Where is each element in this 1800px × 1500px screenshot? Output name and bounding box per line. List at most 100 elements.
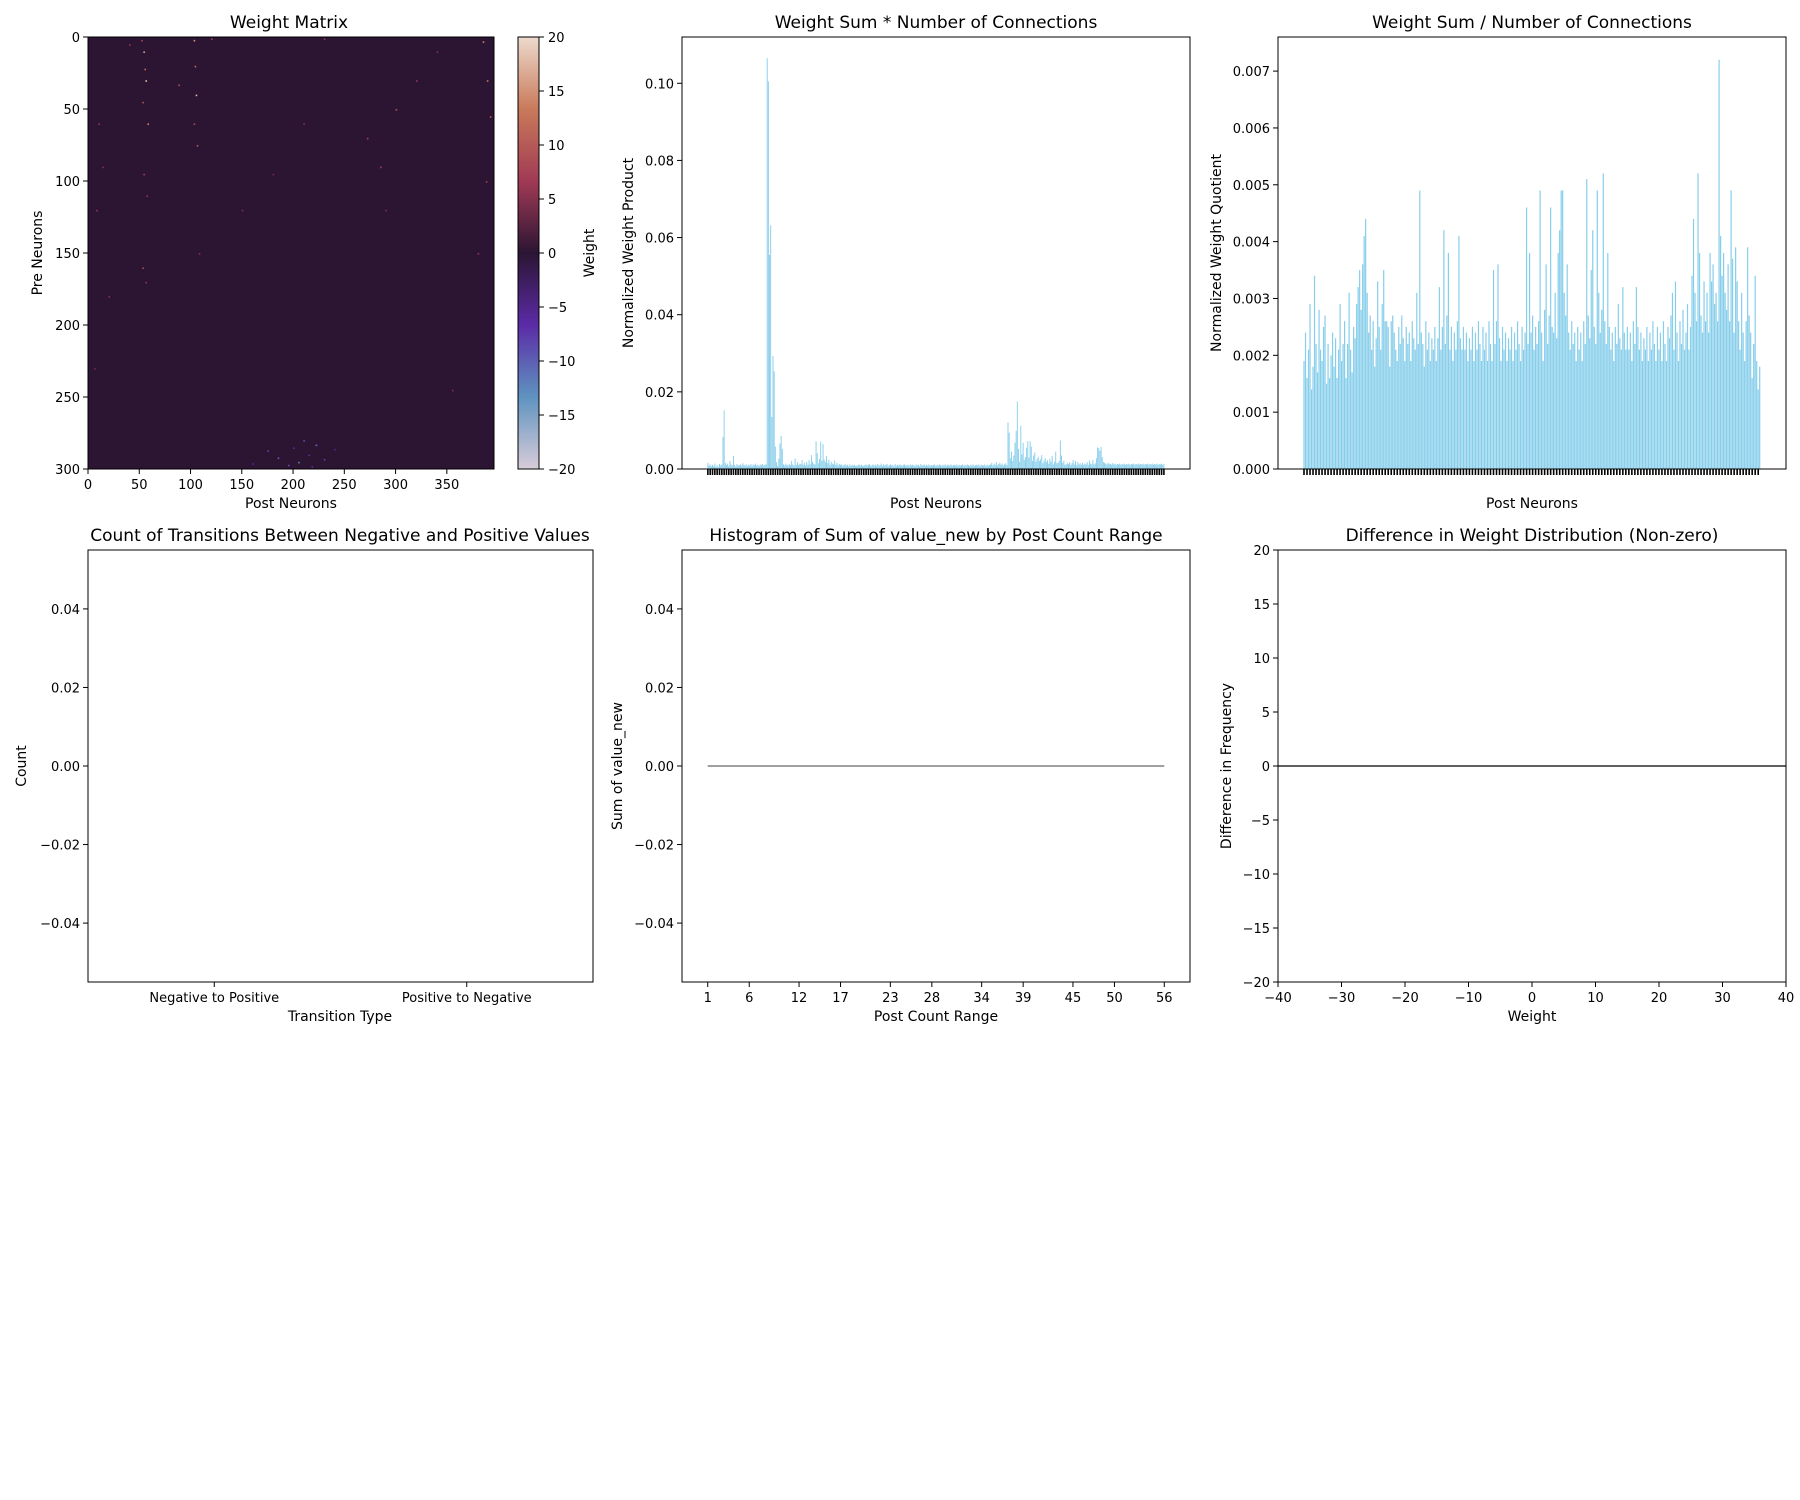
weight-quotient-bar bbox=[1450, 326, 1452, 469]
weight-product-bar bbox=[809, 464, 811, 469]
weight-quotient-bar bbox=[1304, 332, 1307, 469]
post-count-histogram-y-tick-label: 0.04 bbox=[645, 603, 674, 618]
weight-product-bar bbox=[1008, 432, 1010, 469]
weight-product-bar bbox=[1077, 462, 1079, 469]
weight-product-bar bbox=[831, 463, 833, 469]
post-count-histogram-x-tick-label: 39 bbox=[1015, 991, 1032, 1006]
weight-product-bar bbox=[1041, 455, 1043, 469]
weight-product-bar bbox=[971, 465, 973, 469]
weight-quotient-bar bbox=[1634, 343, 1636, 469]
weight-quotient-bar bbox=[1673, 349, 1675, 469]
weight-quotient-bar bbox=[1662, 321, 1665, 469]
weight-quotient-bar bbox=[1455, 349, 1457, 469]
weight-product-bar bbox=[755, 463, 757, 469]
weight-quotient-bar bbox=[1619, 338, 1621, 469]
weight-quotient-bar bbox=[1629, 332, 1631, 469]
weight-quotient-bar bbox=[1715, 292, 1717, 469]
weight-product-bar bbox=[828, 459, 830, 469]
weight-quotient-panel: Weight Sum / Number of Connections 0.000… bbox=[1209, 13, 1787, 512]
weight-product-bar bbox=[972, 464, 974, 469]
heatmap-cell bbox=[145, 281, 148, 284]
weight-product-bar bbox=[923, 464, 925, 469]
transition-count-y-ticks: −0.04 −0.02 0.00 0.02 0.04 bbox=[40, 603, 88, 932]
weight-quotient-bar bbox=[1539, 190, 1541, 469]
weight-product-bar bbox=[1149, 463, 1151, 469]
heatmap-cell bbox=[395, 109, 398, 111]
weight-quotient-bar bbox=[1340, 361, 1343, 469]
weight-quotient-y-tick-label: 0.003 bbox=[1233, 292, 1270, 307]
weight-product-bar bbox=[1023, 459, 1025, 469]
weight-product-bar bbox=[746, 466, 748, 469]
weight-quotient-bar bbox=[1310, 389, 1313, 469]
weight-quotient-bar bbox=[1417, 343, 1419, 469]
weight-product-bar bbox=[808, 460, 810, 469]
weight-product-bar bbox=[1068, 463, 1069, 469]
post-count-histogram-y-tick-label: 0.02 bbox=[645, 681, 674, 696]
weight-quotient-bar bbox=[1359, 270, 1361, 469]
heatmap-cell bbox=[129, 44, 131, 46]
weight-product-bar bbox=[1080, 464, 1082, 469]
weight-quotient-bar bbox=[1411, 321, 1413, 469]
weight-product-bar bbox=[922, 465, 924, 469]
weight-quotient-bar bbox=[1565, 315, 1567, 469]
weight-product-bar bbox=[826, 456, 827, 469]
weight-product-y-tick-label: 0.08 bbox=[645, 154, 674, 169]
weight-quotient-bar bbox=[1656, 326, 1659, 469]
weight-quotient-bar bbox=[1577, 326, 1579, 469]
weight-product-bar bbox=[1075, 460, 1076, 469]
heatmap-cell bbox=[141, 39, 143, 42]
weight-product-bar bbox=[766, 58, 768, 469]
weight-quotient-bar bbox=[1416, 292, 1418, 469]
weight-quotient-bar bbox=[1556, 338, 1558, 469]
weight-quotient-bar bbox=[1676, 332, 1678, 469]
weight-product-bar bbox=[788, 463, 790, 469]
weight-product-bar bbox=[891, 465, 893, 469]
post-count-histogram-x-tick-label: 34 bbox=[973, 991, 990, 1006]
weight-product-bar bbox=[1044, 458, 1046, 469]
weight-product-bar bbox=[974, 465, 976, 469]
heatmap-x-tick-label: 50 bbox=[131, 478, 148, 493]
weight-product-bar bbox=[1036, 458, 1038, 469]
post-count-histogram-y-ticks: −0.04 −0.02 0.00 0.02 0.04 bbox=[634, 603, 682, 932]
weight-quotient-bar bbox=[1713, 304, 1716, 469]
weight-product-bar bbox=[799, 463, 801, 469]
weight-product-bar bbox=[1006, 465, 1008, 469]
weight-product-bar bbox=[1121, 463, 1123, 469]
weight-product-bar bbox=[1084, 463, 1086, 469]
post-count-histogram-title: Histogram of Sum of value_new by Post Co… bbox=[709, 526, 1162, 546]
weight-quotient-bar bbox=[1522, 349, 1525, 469]
weight-product-bar bbox=[888, 465, 890, 469]
weight-product-bar bbox=[1152, 464, 1154, 469]
weight-product-bar bbox=[998, 463, 1000, 469]
weight-quotient-bar bbox=[1644, 349, 1646, 469]
weight-quotient-bar bbox=[1524, 332, 1526, 469]
weight-quotient-bar bbox=[1325, 383, 1328, 469]
weight-quotient-bar bbox=[1527, 343, 1529, 469]
weight-product-bar bbox=[890, 464, 891, 469]
weight-product-bar bbox=[899, 464, 901, 469]
weight-product-bar bbox=[1145, 464, 1147, 469]
weight-distribution-difference-x-tick-label: −30 bbox=[1328, 991, 1355, 1006]
weight-product-bar bbox=[1050, 461, 1052, 469]
weight-product-bar bbox=[708, 465, 710, 469]
weight-product-bar bbox=[929, 465, 931, 469]
heatmap-y-ticks: 0 50 100 150 200 250 300 bbox=[55, 31, 88, 478]
weight-quotient-bar bbox=[1375, 338, 1377, 469]
weight-product-bar bbox=[816, 453, 818, 469]
weight-quotient-bar bbox=[1683, 349, 1686, 469]
weight-quotient-bar bbox=[1598, 292, 1600, 469]
weight-product-bar bbox=[869, 463, 871, 469]
weight-quotient-bar bbox=[1465, 332, 1468, 469]
heatmap-cell bbox=[489, 116, 492, 118]
weight-quotient-bar bbox=[1759, 366, 1761, 469]
weight-product-bar bbox=[1034, 452, 1036, 469]
weight-product-bar bbox=[948, 464, 950, 469]
heatmap-cell bbox=[102, 166, 104, 169]
weight-distribution-difference-x-tick-label: 0 bbox=[1528, 991, 1536, 1006]
weight-quotient-bar bbox=[1550, 207, 1552, 470]
heatmap-cell bbox=[308, 454, 311, 457]
weight-product-bar bbox=[848, 466, 850, 469]
weight-quotient-bar bbox=[1751, 378, 1753, 469]
weight-product-bar bbox=[792, 464, 794, 469]
weight-product-bar bbox=[824, 462, 826, 469]
